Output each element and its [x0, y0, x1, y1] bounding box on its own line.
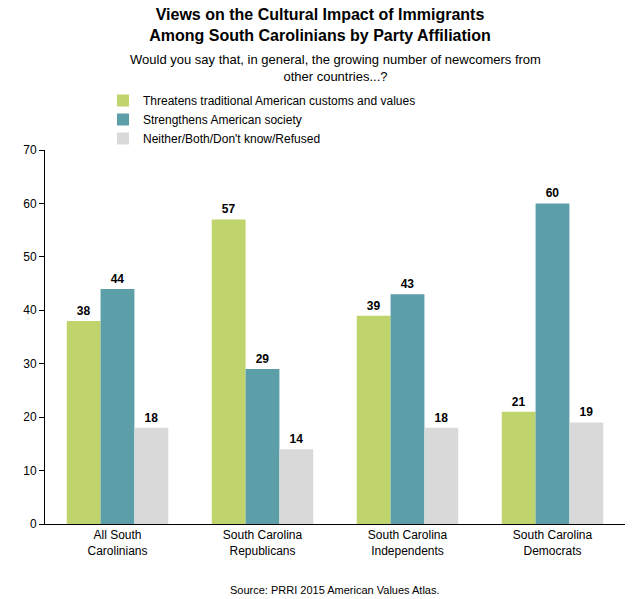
svg-text:South CarolinaIndependents: South CarolinaIndependents: [368, 528, 448, 558]
svg-text:21: 21: [512, 395, 526, 409]
svg-text:Would you say that, in general: Would you say that, in general, the grow…: [130, 52, 541, 84]
svg-text:14: 14: [289, 432, 303, 446]
svg-text:Threatens traditional American: Threatens traditional American customs a…: [143, 94, 415, 108]
svg-text:South CarolinaRepublicans: South CarolinaRepublicans: [223, 528, 303, 558]
svg-text:44: 44: [111, 272, 125, 286]
svg-text:29: 29: [256, 352, 270, 366]
svg-text:30: 30: [23, 357, 37, 371]
svg-text:18: 18: [144, 411, 158, 425]
svg-text:0: 0: [30, 517, 37, 531]
svg-text:70: 70: [23, 143, 37, 157]
svg-text:Source: PRRI 2015 American Val: Source: PRRI 2015 American Values Atlas.: [230, 584, 440, 596]
svg-text:10: 10: [23, 464, 37, 478]
svg-text:39: 39: [367, 299, 381, 313]
svg-text:19: 19: [579, 405, 593, 419]
svg-text:Strengthens American society: Strengthens American society: [143, 113, 302, 127]
svg-text:60: 60: [546, 186, 560, 200]
svg-text:50: 50: [23, 250, 37, 264]
svg-text:South CarolinaDemocrats: South CarolinaDemocrats: [513, 528, 593, 558]
svg-text:60: 60: [23, 197, 37, 211]
svg-text:57: 57: [222, 202, 236, 216]
svg-text:20: 20: [23, 410, 37, 424]
svg-text:Views on the Cultural Impact o: Views on the Cultural Impact of Immigran…: [149, 6, 491, 44]
svg-text:40: 40: [23, 303, 37, 317]
svg-text:18: 18: [434, 411, 448, 425]
svg-text:43: 43: [401, 277, 415, 291]
svg-text:All SouthCarolinians: All SouthCarolinians: [87, 528, 147, 558]
svg-text:38: 38: [77, 304, 91, 318]
svg-text:Neither/Both/Don't know/Refuse: Neither/Both/Don't know/Refused: [143, 132, 320, 146]
